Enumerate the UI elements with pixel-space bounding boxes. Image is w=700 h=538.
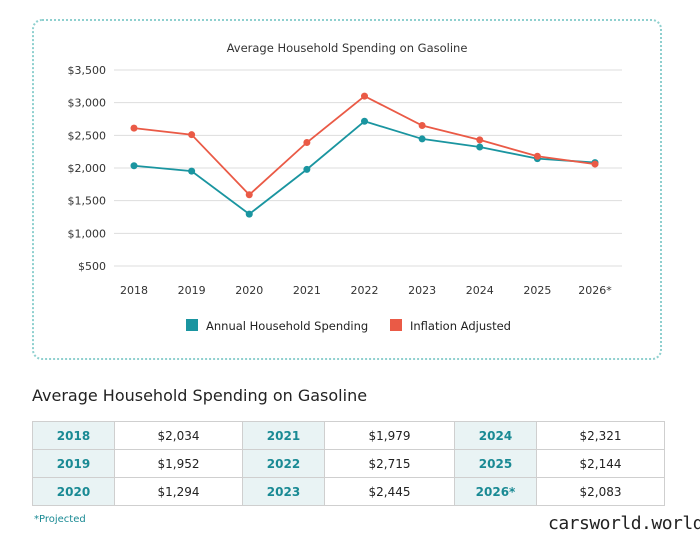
value-cell: $1,979 xyxy=(324,421,455,450)
data-point xyxy=(591,160,599,168)
table-title: Average Household Spending on Gasoline xyxy=(32,386,368,405)
value-cell: $1,294 xyxy=(114,477,243,506)
value-cell: $2,321 xyxy=(536,421,665,450)
x-tick-label: 2019 xyxy=(178,284,206,297)
line-chart: Average Household Spending on Gasoline $5… xyxy=(68,41,622,333)
year-cell: 2021 xyxy=(242,421,325,450)
y-tick-label: $500 xyxy=(78,260,106,273)
data-point xyxy=(245,191,253,199)
y-tick-label: $1,000 xyxy=(68,227,107,240)
data-point xyxy=(188,131,196,139)
data-point xyxy=(303,139,311,147)
footnote: *Projected xyxy=(34,514,86,525)
value-cell: $1,952 xyxy=(114,449,243,478)
y-tick-label: $3,500 xyxy=(68,64,107,77)
legend-swatch xyxy=(390,319,402,331)
legend-label: Annual Household Spending xyxy=(206,319,368,333)
x-tick-label: 2024 xyxy=(466,284,494,297)
watermark: carsworld.world xyxy=(548,513,700,534)
year-cell: 2022 xyxy=(242,449,325,478)
table-row: 2018 $2,034 2021 $1,979 2024 $2,321 xyxy=(32,421,665,450)
y-tick-label: $2,500 xyxy=(68,129,107,142)
year-cell: 2020 xyxy=(32,477,115,506)
x-tick-label: 2023 xyxy=(408,284,436,297)
year-cell: 2018 xyxy=(32,421,115,450)
data-point xyxy=(245,210,253,218)
year-cell: 2019 xyxy=(32,449,115,478)
year-cell: 2025 xyxy=(454,449,537,478)
table-row: 2020 $1,294 2023 $2,445 2026* $2,083 xyxy=(32,477,665,506)
legend-label: Inflation Adjusted xyxy=(410,319,511,333)
data-point xyxy=(476,136,484,144)
chart-title: Average Household Spending on Gasoline xyxy=(227,41,468,55)
x-tick-label: 2026* xyxy=(578,284,612,297)
data-point xyxy=(361,92,368,100)
y-tick-label: $1,500 xyxy=(68,195,107,208)
data-point xyxy=(418,122,426,130)
value-cell: $2,715 xyxy=(324,449,455,478)
data-point xyxy=(303,165,311,173)
spending-table: 2018 $2,034 2021 $1,979 2024 $2,321 2019… xyxy=(32,421,665,506)
year-cell: 2024 xyxy=(454,421,537,450)
value-cell: $2,083 xyxy=(536,477,665,506)
x-tick-label: 2020 xyxy=(235,284,263,297)
data-point xyxy=(418,135,426,143)
data-point xyxy=(476,143,484,151)
data-point xyxy=(130,124,138,132)
value-cell: $2,034 xyxy=(114,421,243,450)
value-cell: $2,144 xyxy=(536,449,665,478)
data-point xyxy=(130,162,138,170)
chart-container xyxy=(32,19,662,360)
data-point xyxy=(188,167,196,175)
legend-swatch xyxy=(186,319,198,331)
year-cell: 2023 xyxy=(242,477,325,506)
data-point xyxy=(533,152,541,160)
data-point xyxy=(361,117,368,125)
x-tick-label: 2022 xyxy=(351,284,379,297)
table-row: 2019 $1,952 2022 $2,715 2025 $2,144 xyxy=(32,449,665,478)
value-cell: $2,445 xyxy=(324,477,455,506)
x-tick-label: 2018 xyxy=(120,284,148,297)
x-tick-label: 2025 xyxy=(523,284,551,297)
x-tick-label: 2021 xyxy=(293,284,321,297)
y-tick-label: $3,000 xyxy=(68,97,107,110)
y-tick-label: $2,000 xyxy=(68,162,107,175)
year-cell: 2026* xyxy=(454,477,537,506)
